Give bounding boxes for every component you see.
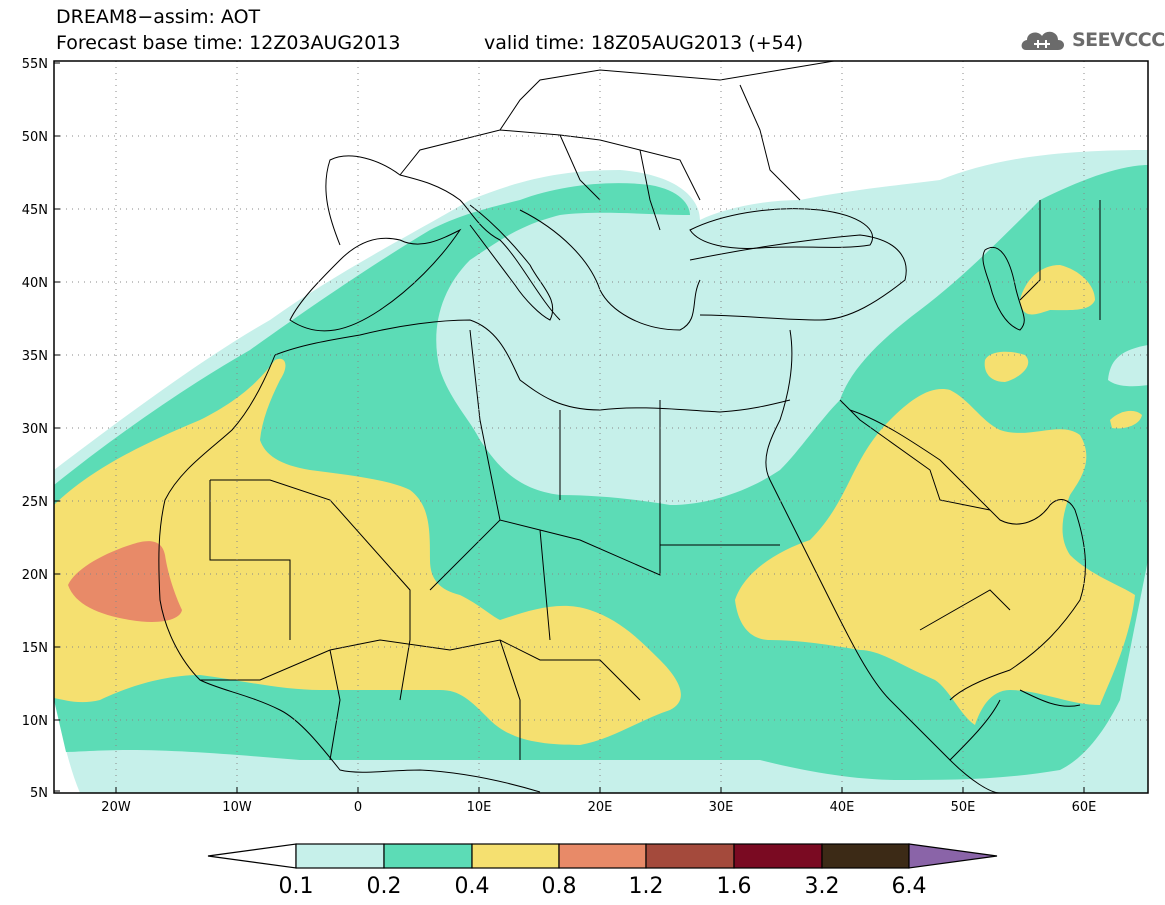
- colorbar-segment: [733, 843, 823, 869]
- lat-label: 25N: [22, 495, 48, 510]
- colorbar-segment: [295, 843, 385, 869]
- lon-label: 0: [354, 800, 362, 815]
- longitude-labels: 20W 10W 0 10E 20E 30E 40E 50E 60E: [101, 800, 1096, 815]
- aot-field: [54, 150, 1148, 793]
- colorbar-segment: [558, 843, 647, 869]
- aot-level-0-4-iran: [984, 351, 1029, 382]
- italy: [469, 204, 554, 321]
- map-title: DREAM8−assim: AOT: [56, 6, 261, 28]
- lon-label: 20W: [101, 800, 131, 815]
- levant-red-sea: [765, 329, 1001, 761]
- colorbar-segment: [471, 843, 560, 869]
- aot-level-0-4-afgh: [1110, 410, 1142, 429]
- valid-time: valid time: 18Z05AUG2013 (+54): [484, 32, 804, 54]
- colorbar-label: 1.6: [717, 874, 752, 899]
- colorbar-label: 0.2: [367, 874, 402, 899]
- europe-coast: [325, 155, 561, 321]
- gridlines: [54, 61, 1148, 793]
- colorbar-label: 0.1: [279, 874, 314, 899]
- caspian: [982, 247, 1025, 331]
- colorbar-label: 0.8: [542, 874, 577, 899]
- map-frame: [53, 60, 1149, 794]
- latitude-labels: 55N 50N 45N 40N 35N 30N 25N 20N 15N 10N …: [22, 57, 48, 801]
- balkans-greece: [519, 209, 701, 331]
- colorbar-segment: [645, 843, 735, 869]
- lon-label: 40E: [830, 800, 855, 815]
- aot-level-0-4-caspian: [1020, 265, 1095, 315]
- lon-label: 30E: [709, 800, 734, 815]
- aot-level-0-8: [68, 541, 182, 622]
- lat-label: 50N: [22, 130, 48, 145]
- lat-label: 15N: [22, 641, 48, 656]
- lon-label: 50E: [951, 800, 976, 815]
- aot-level-0-4-arabia: [735, 389, 1135, 725]
- colorbar-low-arrow: [207, 843, 297, 869]
- aot-level-0-4-west: [54, 358, 681, 745]
- lat-label: 35N: [22, 349, 48, 364]
- lon-label: 20E: [588, 800, 613, 815]
- colorbar-label: 6.4: [892, 874, 927, 899]
- iberia: [289, 228, 462, 332]
- lat-label: 20N: [22, 568, 48, 583]
- colorbar-high-arrow: [908, 843, 998, 869]
- cloud-logo-icon: [1021, 31, 1064, 50]
- lon-label: 10E: [467, 800, 492, 815]
- lat-label: 40N: [22, 276, 48, 291]
- lon-label: 60E: [1072, 800, 1097, 815]
- colorbar-segment: [821, 843, 910, 869]
- lat-label: 5N: [30, 786, 48, 801]
- colorbar-label: 0.4: [455, 874, 490, 899]
- colorbar-segment: [383, 843, 473, 869]
- tick-marks: [54, 62, 1085, 793]
- north-africa-coast: [274, 319, 791, 413]
- borders-sahara: [209, 329, 780, 641]
- lat-label: 10N: [22, 714, 48, 729]
- colorbar-label: 3.2: [805, 874, 840, 899]
- logo-text: SEEVCCC: [1072, 29, 1165, 51]
- lat-label: 55N: [22, 57, 48, 72]
- lat-label: 45N: [22, 203, 48, 218]
- turkey: [689, 234, 907, 321]
- black-sea: [689, 208, 873, 249]
- borders-sahel: [200, 639, 641, 761]
- forecast-base-time: Forecast base time: 12Z03AUG2013: [56, 32, 401, 54]
- arabia-gulf: [849, 409, 1086, 701]
- colorbar: 0.1 0.2 0.4 0.8 1.2 1.6 3.2 6.4: [207, 843, 998, 899]
- colorbar-label: 1.2: [629, 874, 664, 899]
- lon-label: 10W: [222, 800, 252, 815]
- borders-europe: [399, 61, 838, 231]
- lat-label: 30N: [22, 422, 48, 437]
- borders-arabia: [839, 200, 1101, 631]
